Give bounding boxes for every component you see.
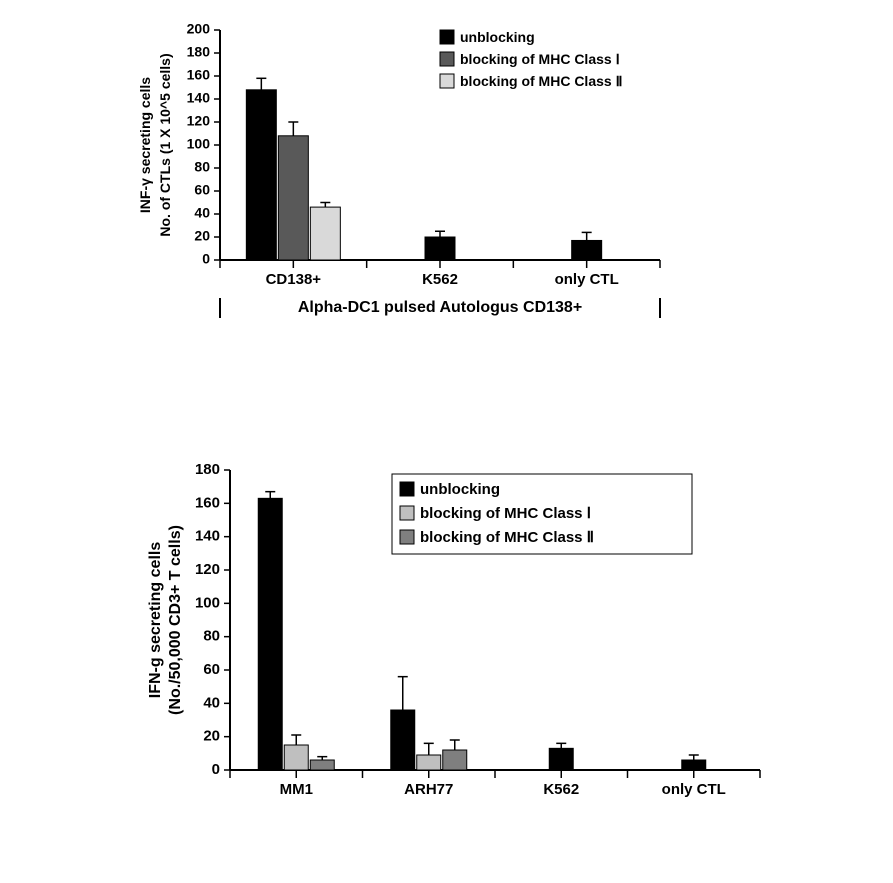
svg-text:0: 0 [202,251,210,267]
bar [310,207,340,260]
bar [391,710,415,770]
svg-text:100: 100 [195,594,220,611]
svg-text:0: 0 [212,761,220,778]
legend-label: blocking of MHC Class Ⅰ [420,505,591,522]
svg-text:60: 60 [203,661,220,678]
legend-label: blocking of MHC Class Ⅱ [420,529,594,546]
svg-text:20: 20 [194,228,210,244]
svg-text:160: 160 [195,494,220,511]
x-category-label: only CTL [555,271,619,288]
legend-label: unblocking [460,29,535,45]
x-category-label: ARH77 [404,781,453,798]
bar [278,136,308,260]
legend-swatch [440,74,454,88]
x-category-label: K562 [543,781,579,798]
svg-text:180: 180 [195,461,220,478]
bar [284,745,308,770]
bar [310,760,334,770]
bottom-chart-svg: 0 20 40 60 80 100 120 140 160 180 IFN-g secreting … [70,440,790,840]
bar [258,498,282,770]
svg-text:80: 80 [194,159,210,175]
x-category-label: K562 [422,271,458,288]
y-axis-label-1: IFN-g secreting cells [147,542,164,699]
top-chart: 0 20 40 60 80 100 120 140 160 180 200 INF-γ secreti… [80,10,700,340]
svg-text:80: 80 [203,628,220,645]
legend-swatch [400,506,414,520]
svg-text:140: 140 [187,90,211,106]
svg-text:20: 20 [203,728,220,745]
bar [417,755,441,770]
legend-label: blocking of MHC Class Ⅱ [460,73,622,89]
svg-text:120: 120 [195,561,220,578]
svg-text:180: 180 [187,44,211,60]
y-axis-label-2: No. of CTLs (1 X 10^5 cells) [157,53,173,236]
legend-swatch [440,30,454,44]
svg-text:200: 200 [187,21,211,37]
y-axis-label-2: (No./50,000 CD3+ T cells) [167,525,184,715]
legend-swatch [400,530,414,544]
bar [246,90,276,260]
legend-swatch [400,482,414,496]
x-category-label: MM1 [280,781,313,798]
x-category-label: only CTL [662,781,726,798]
svg-text:40: 40 [203,694,220,711]
x-axis-title: Alpha-DC1 pulsed Autologus CD138+ [298,299,582,316]
bar [572,240,602,260]
svg-text:140: 140 [195,528,220,545]
svg-text:40: 40 [194,205,210,221]
top-chart-svg: 0 20 40 60 80 100 120 140 160 180 200 INF-γ secreti… [80,10,700,340]
legend-swatch [440,52,454,66]
bottom-chart: 0 20 40 60 80 100 120 140 160 180 IFN-g secreting … [70,440,790,840]
svg-text:60: 60 [194,182,210,198]
legend-label: unblocking [420,481,500,498]
bar [425,237,455,260]
bar [549,748,573,770]
x-category-label: CD138+ [266,271,322,288]
svg-text:100: 100 [187,136,211,152]
svg-text:120: 120 [187,113,211,129]
svg-text:160: 160 [187,67,211,83]
legend-label: blocking of MHC Class Ⅰ [460,51,620,67]
y-axis-label-1: INF-γ secreting cells [137,77,153,213]
bar [682,760,706,770]
bar [443,750,467,770]
